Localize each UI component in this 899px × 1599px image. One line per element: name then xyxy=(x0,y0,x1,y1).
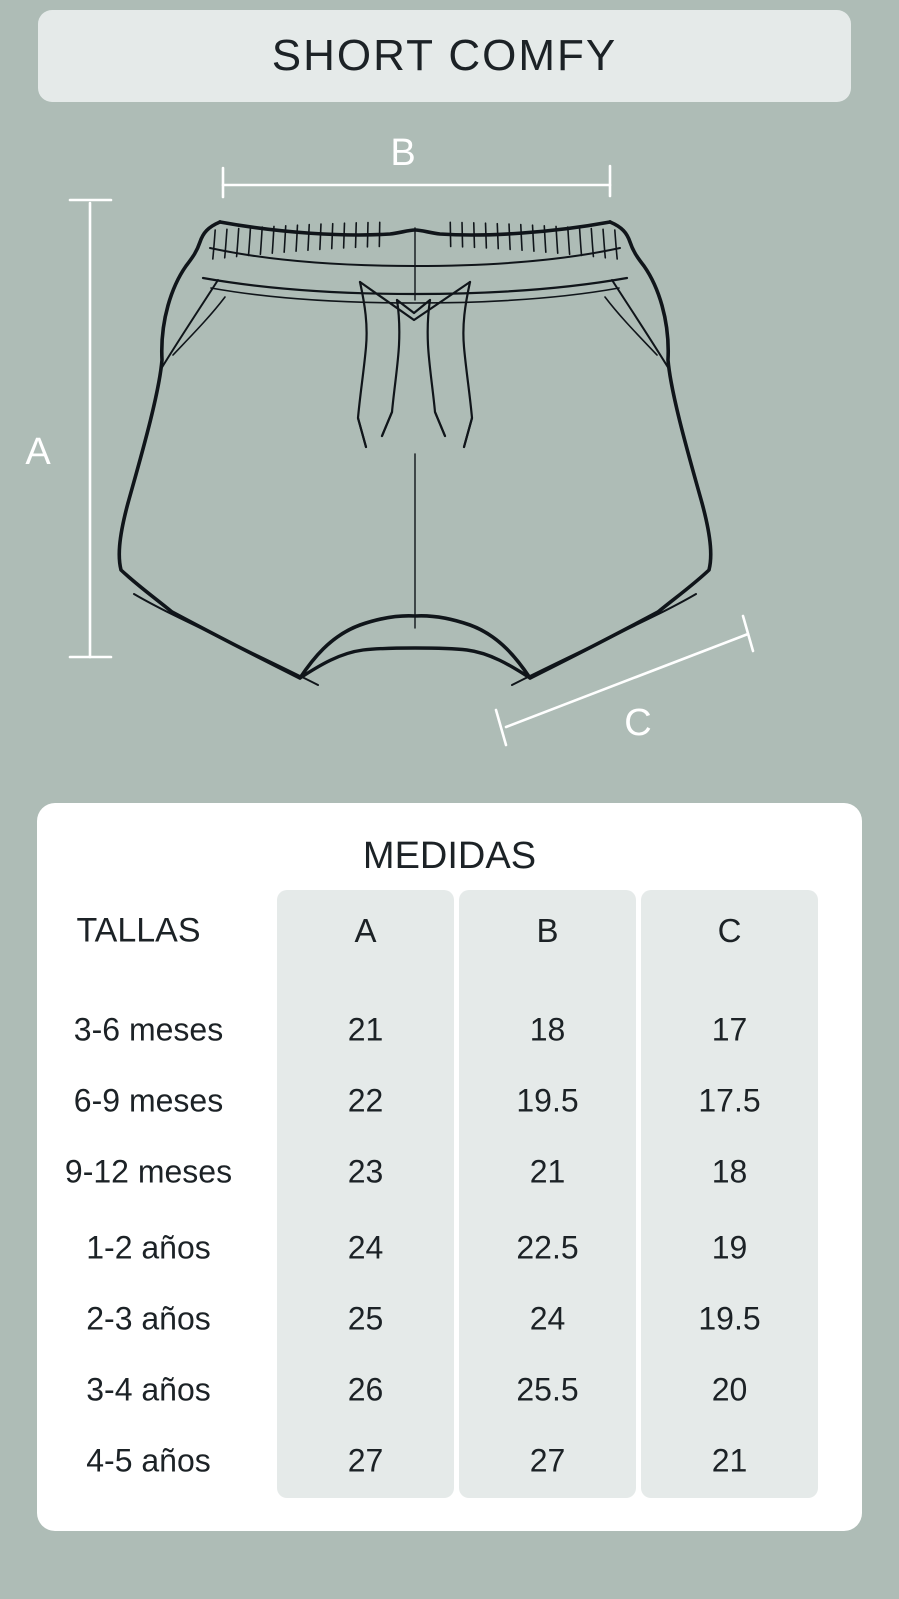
svg-text:A: A xyxy=(25,431,51,473)
svg-text:C: C xyxy=(624,702,651,744)
svg-text:B: B xyxy=(390,132,415,174)
